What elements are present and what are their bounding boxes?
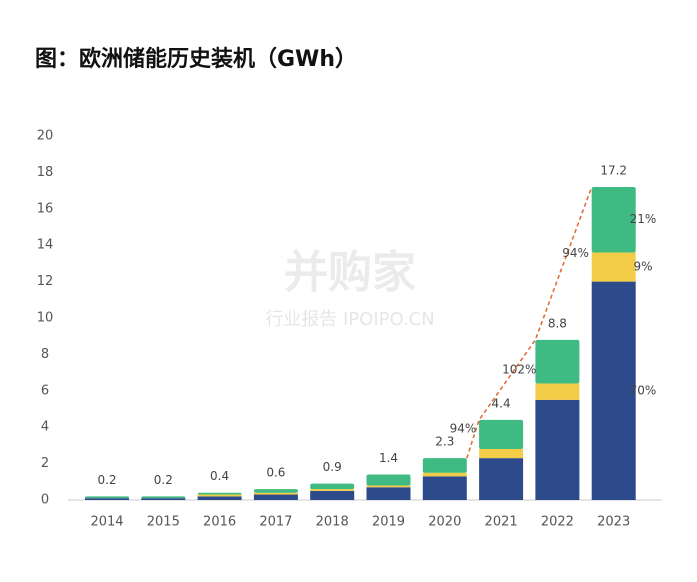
x-tick-label: 2022	[541, 515, 574, 530]
total-label: 4.4	[492, 396, 511, 410]
growth-label: 94%	[562, 246, 589, 260]
bar-segment	[310, 489, 355, 491]
bar-segment	[197, 492, 242, 495]
x-tick-label: 2017	[259, 515, 292, 530]
x-tick-label: 2021	[485, 515, 518, 530]
y-tick-label: 14	[37, 238, 54, 253]
growth-label: 94%	[450, 422, 477, 436]
bar-segment	[591, 281, 636, 500]
x-tick-label: 2020	[428, 515, 461, 530]
bar-segment	[591, 186, 636, 253]
bar-segment	[535, 383, 580, 400]
y-tick-label: 10	[37, 311, 54, 326]
bar-segment	[253, 489, 298, 493]
bar-segment	[197, 496, 242, 500]
total-label: 17.2	[600, 163, 627, 177]
bar-segment	[422, 476, 467, 500]
x-tick-label: 2023	[597, 515, 630, 530]
bar-segment	[141, 498, 186, 500]
total-label: 0.6	[266, 466, 285, 480]
y-tick-label: 20	[37, 129, 54, 144]
share-label: 70%	[630, 383, 657, 397]
watermark: 并购家	[284, 247, 416, 298]
bar-segment	[366, 487, 411, 500]
y-tick-label: 4	[41, 420, 49, 435]
total-label: 0.2	[97, 473, 116, 487]
bar-segment	[479, 449, 524, 459]
bar-segment	[197, 494, 242, 497]
y-tick-label: 18	[37, 165, 54, 180]
y-tick-label: 0	[41, 493, 49, 508]
y-tick-label: 8	[41, 347, 49, 362]
watermark: 行业报告 IPOIPO.CN	[265, 309, 434, 330]
bar-segment	[253, 492, 298, 495]
bar-segment	[591, 252, 636, 282]
total-label: 0.2	[154, 473, 173, 487]
bar-segment	[422, 472, 467, 477]
y-tick-label: 16	[37, 201, 54, 216]
growth-label: 102%	[502, 362, 536, 376]
bar-segment	[479, 458, 524, 500]
bar-segment	[85, 498, 129, 500]
bar-segment	[310, 483, 355, 490]
y-tick-label: 6	[41, 383, 49, 398]
bar-segment	[535, 399, 580, 500]
chart-title: 图：欧洲储能历史装机（GWh）	[35, 46, 357, 72]
x-tick-label: 2016	[203, 515, 236, 530]
y-tick-label: 2	[41, 456, 49, 471]
y-tick-label: 12	[37, 274, 54, 289]
share-label: 21%	[630, 212, 657, 226]
total-label: 1.4	[379, 451, 398, 465]
x-tick-label: 2014	[90, 515, 123, 530]
bar-segment	[366, 474, 411, 486]
total-label: 0.4	[210, 469, 229, 483]
total-label: 2.3	[435, 435, 454, 449]
x-tick-label: 2015	[147, 515, 180, 530]
bar-segment	[141, 496, 186, 499]
bar-segment	[535, 339, 580, 384]
bar-segment	[253, 494, 298, 500]
growth-line	[466, 186, 593, 459]
bar-segment	[479, 419, 524, 450]
total-label: 0.9	[323, 460, 342, 474]
x-tick-label: 2018	[316, 515, 349, 530]
bar-segment	[366, 485, 411, 488]
total-label: 8.8	[548, 316, 567, 330]
bar-segment	[310, 490, 355, 500]
x-tick-label: 2019	[372, 515, 405, 530]
share-label: 9%	[633, 260, 652, 274]
bar-segment	[85, 496, 129, 499]
bar-segment	[422, 458, 467, 473]
